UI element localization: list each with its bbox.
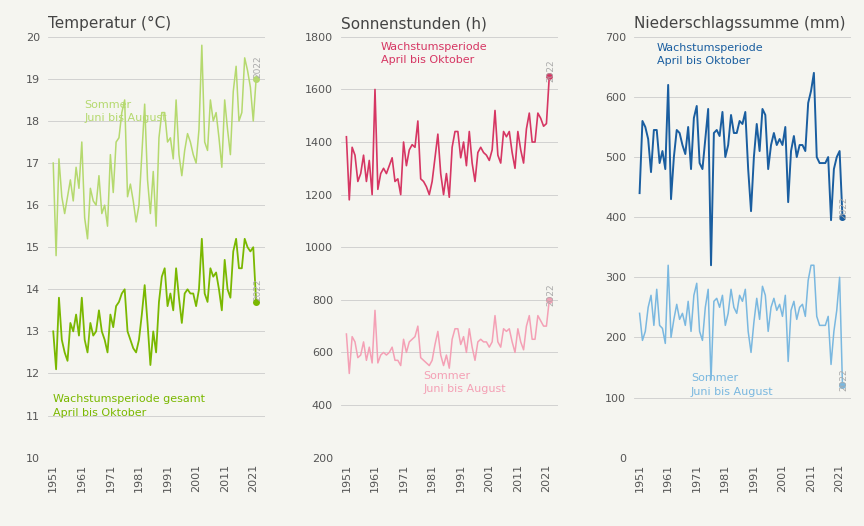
Text: Sommer
Juni bis August: Sommer Juni bis August: [85, 100, 168, 123]
Text: Sonnenstunden (h): Sonnenstunden (h): [340, 16, 486, 32]
Text: Niederschlagssumme (mm): Niederschlagssumme (mm): [634, 16, 845, 32]
Text: 2022: 2022: [253, 278, 263, 301]
Text: Wachstumsperiode
April bis Oktober: Wachstumsperiode April bis Oktober: [657, 43, 764, 66]
Text: 2022: 2022: [547, 59, 556, 83]
Text: Sommer
Juni bis August: Sommer Juni bis August: [423, 371, 506, 394]
Text: Sommer
Juni bis August: Sommer Juni bis August: [691, 373, 773, 397]
Text: 2022: 2022: [840, 368, 848, 391]
Text: Wachstumsperiode
April bis Oktober: Wachstumsperiode April bis Oktober: [381, 42, 487, 65]
Text: Wachstumsperiode gesamt
April bis Oktober: Wachstumsperiode gesamt April bis Oktobe…: [54, 394, 206, 418]
Text: 2022: 2022: [547, 283, 556, 306]
Text: 2022: 2022: [840, 197, 848, 219]
Text: 2022: 2022: [253, 55, 263, 78]
Text: Temperatur (°C): Temperatur (°C): [48, 16, 171, 32]
